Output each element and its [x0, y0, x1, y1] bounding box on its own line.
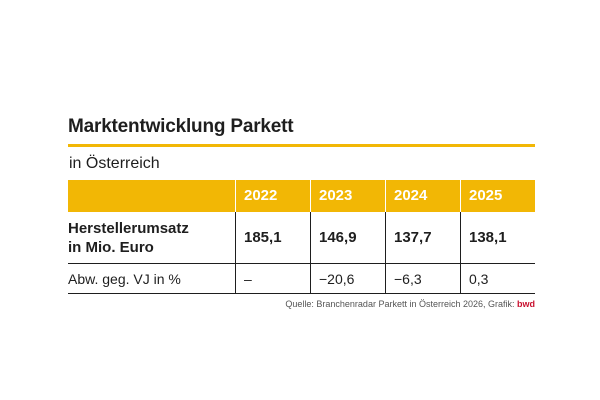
row-label-revenue: Herstellerumsatz in Mio. Euro — [68, 212, 235, 264]
header-cell-year: 2024 — [385, 180, 460, 212]
source-note: Quelle: Branchenradar Parkett in Österre… — [68, 299, 535, 309]
source-text: Quelle: Branchenradar Parkett in Österre… — [285, 299, 517, 309]
brand-logo: bwd — [517, 299, 535, 309]
chart-subtitle: in Österreich — [69, 155, 160, 172]
table-cell-value: 137,7 — [385, 212, 460, 264]
table-cell-value: −6,3 — [385, 264, 460, 294]
table-cell-value: 146,9 — [310, 212, 385, 264]
row-label-line: Herstellerumsatz — [68, 219, 189, 237]
header-cell-year: 2025 — [460, 180, 535, 212]
table-cell-value: −20,6 — [310, 264, 385, 294]
data-table: 2022 2023 2024 2025 Herstellerumsatz in … — [68, 180, 535, 294]
table-cell-value: 185,1 — [235, 212, 310, 264]
row-label-change: Abw. geg. VJ in % — [68, 264, 235, 294]
header-cell-year: 2023 — [310, 180, 385, 212]
row-label-line: in Mio. Euro — [68, 238, 154, 256]
chart-card: Marktentwicklung Parkett in Österreich 2… — [68, 110, 535, 309]
chart-title: Marktentwicklung Parkett — [68, 116, 294, 137]
table-cell-value: 0,3 — [460, 264, 535, 294]
table-cell-value: – — [235, 264, 310, 294]
header-cell-year: 2022 — [235, 180, 310, 212]
title-divider — [68, 144, 535, 147]
header-cell-empty — [68, 180, 235, 212]
table-cell-value: 138,1 — [460, 212, 535, 264]
